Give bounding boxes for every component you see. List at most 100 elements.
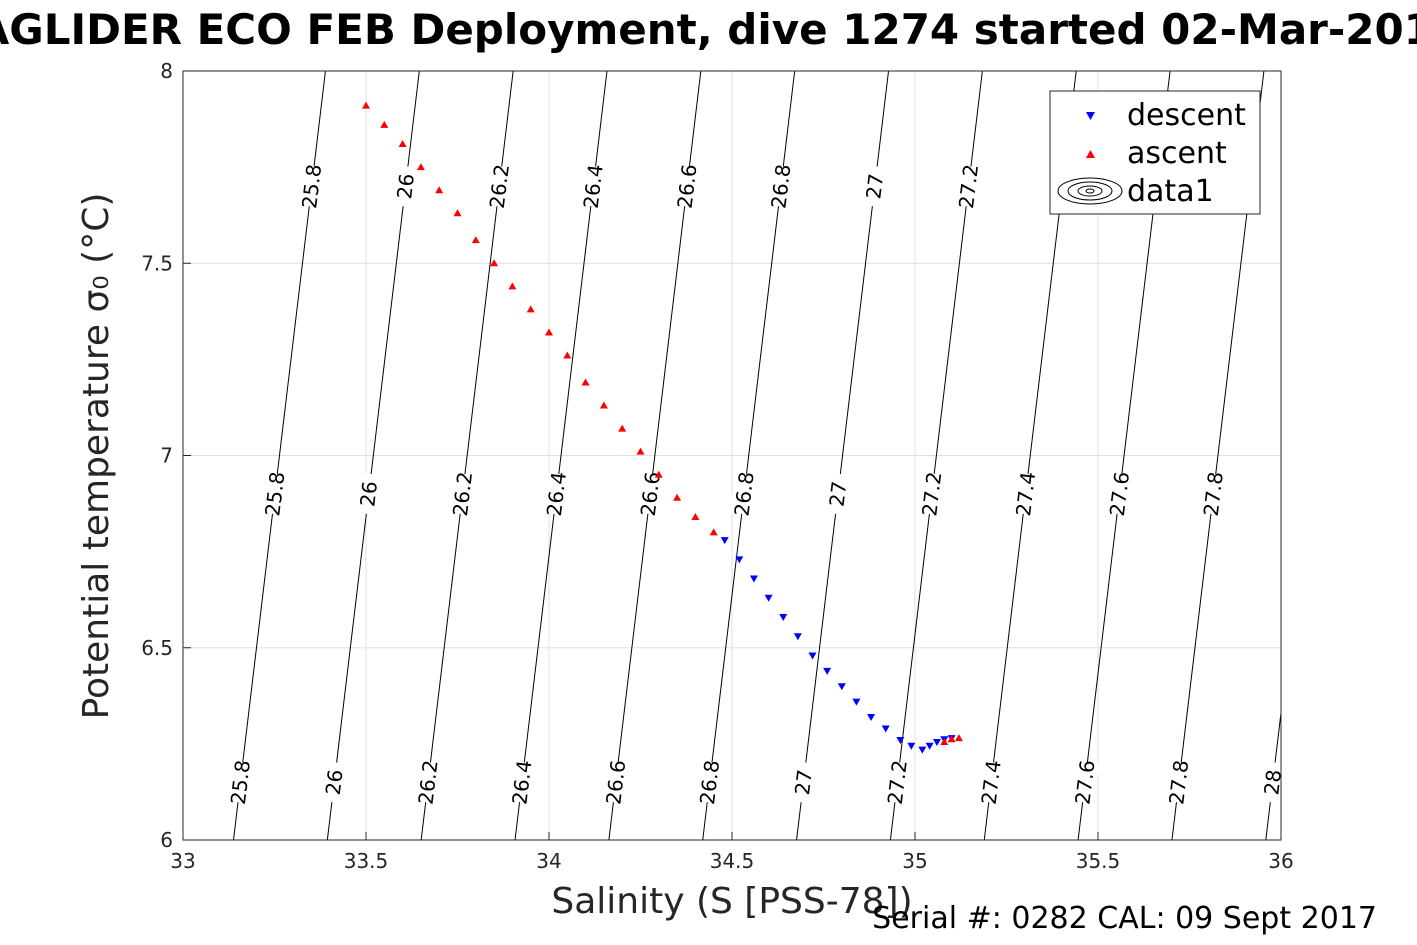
contour-label-bg <box>729 472 759 516</box>
x-tick-label: 34 <box>536 849 561 873</box>
axis-ticks: 33 33.5 34 34.5 35 35.5 36 6 6.5 7 7.5 8 <box>141 59 1294 873</box>
contour-label: 26.6 <box>636 470 665 517</box>
contour-label-bg <box>1105 472 1134 516</box>
ascent-point <box>471 236 480 244</box>
descent-point <box>749 575 758 583</box>
contour-label-bg <box>976 761 1006 804</box>
descent-point <box>764 594 773 602</box>
x-tick-label: 33.5 <box>344 849 389 873</box>
descent-point <box>720 537 729 545</box>
x-tick-label: 35.5 <box>1076 849 1121 873</box>
legend-ascent-marker <box>1086 150 1095 158</box>
descent-point <box>793 633 802 641</box>
ascent-point <box>947 735 956 743</box>
contour-label-bg <box>485 165 514 208</box>
x-tick-label: 36 <box>1268 849 1293 873</box>
contour-label-bg <box>1070 761 1100 804</box>
serial-cal-footer: Serial #: 0282 CAL: 09 Sept 2017 <box>872 901 1377 936</box>
contour-label: 25.8 <box>260 470 289 517</box>
ascent-point <box>599 401 608 409</box>
descent-point <box>779 613 788 621</box>
descent-point <box>881 725 890 733</box>
contour-label: 27 <box>790 768 817 796</box>
contour-label: 28 <box>1259 768 1286 796</box>
contour-label-bg <box>542 472 571 516</box>
contour-label: 27.6 <box>1105 470 1134 517</box>
contour-label-bg <box>260 472 290 516</box>
ascent-point <box>380 120 389 128</box>
contour-line <box>1360 71 1417 840</box>
y-tick-label: 8 <box>160 59 173 83</box>
y-tick-label: 6.5 <box>141 636 173 660</box>
descent-point <box>918 746 927 754</box>
contour-label: 26.4 <box>507 759 536 806</box>
contour-label: 25.8 <box>297 163 326 210</box>
contour-label: 26.2 <box>485 163 514 210</box>
contour-label-bg <box>578 165 608 208</box>
contour-label-bg <box>413 761 443 804</box>
descent-point <box>735 556 744 564</box>
ascent-point <box>654 470 663 478</box>
contour-label: 27.2 <box>883 759 912 806</box>
ascent-point <box>545 328 553 336</box>
descent-point <box>907 742 916 750</box>
contour-label-bg <box>1199 472 1228 516</box>
contour-label-bg <box>1258 761 1281 804</box>
contour-label-bg <box>507 761 537 804</box>
y-tick-label: 7.5 <box>141 251 173 275</box>
contour-label-bg <box>917 472 947 516</box>
contour-label: 27.8 <box>1164 759 1193 806</box>
ascent-point <box>508 282 517 290</box>
contour-label: 26 <box>321 768 348 796</box>
descent-point <box>808 652 817 660</box>
ascent-point <box>398 140 407 148</box>
contour-label-bg <box>954 165 983 208</box>
contour-label-bg <box>883 761 912 804</box>
contour-label: 26.6 <box>672 163 701 210</box>
contour-label-bg <box>860 165 890 208</box>
descent-point <box>932 738 941 746</box>
series-descent <box>720 537 956 754</box>
contour-label-bg <box>297 165 326 208</box>
contour-label: 27 <box>825 480 852 508</box>
contour-label: 27.8 <box>1199 470 1228 517</box>
descent-point <box>837 683 846 691</box>
contour-label-bg <box>823 472 853 516</box>
ascent-point <box>581 378 590 386</box>
contour-label: 27.6 <box>1070 759 1099 806</box>
y-tick-label: 7 <box>160 444 173 468</box>
contour-label: 26.6 <box>601 759 630 806</box>
contour-label-bg <box>635 472 665 516</box>
x-tick-label: 35 <box>902 849 927 873</box>
contour-label-bg <box>354 472 384 516</box>
descent-point <box>925 742 934 750</box>
descent-point <box>823 667 832 675</box>
legend-data1-label: data1 <box>1127 174 1214 209</box>
x-axis-label: Salinity (S [PSS-78]) <box>551 881 912 922</box>
ascent-point <box>691 513 700 521</box>
contour-label: 26.2 <box>414 759 443 806</box>
contour-label-bg <box>766 165 796 208</box>
contour-label-bg <box>672 165 702 208</box>
x-tick-label: 33 <box>170 849 195 873</box>
legend-descent-marker <box>1086 112 1095 120</box>
contour-label: 26.2 <box>448 470 477 517</box>
contour-label: 27.4 <box>977 759 1006 806</box>
contour-label: 26.8 <box>766 163 795 210</box>
chart-title: SEAGLIDER ECO FEB Deployment, dive 1274 … <box>0 5 1417 54</box>
contour-label: 27.2 <box>917 470 946 517</box>
contour-label: 26.4 <box>579 163 608 210</box>
y-tick-label: 6 <box>160 828 173 852</box>
legend: descent ascent data1 <box>1049 90 1261 215</box>
legend-box <box>1049 90 1261 215</box>
ascent-point <box>636 447 645 455</box>
descent-point <box>867 713 876 721</box>
contour-label-bg <box>448 472 477 516</box>
contour-label-bg <box>601 761 631 804</box>
legend-descent-label: descent <box>1127 98 1246 133</box>
contour-label: 27.4 <box>1011 470 1040 517</box>
ascent-point <box>362 101 370 109</box>
contour-label-bg <box>319 761 349 804</box>
contour-label: 25.8 <box>226 759 255 806</box>
